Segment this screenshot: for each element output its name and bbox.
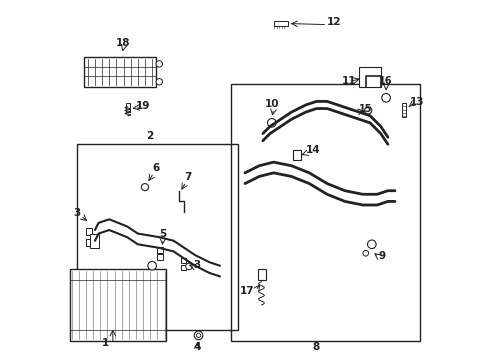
Text: 14: 14 [306,145,320,155]
Text: 16: 16 [379,76,393,86]
Bar [231,84,420,341]
Circle shape [368,240,376,249]
Text: 12: 12 [327,17,342,27]
Text: 13: 13 [409,97,424,107]
Bar [293,150,301,160]
Bar [157,254,163,260]
Circle shape [363,250,368,256]
Text: 10: 10 [265,99,279,109]
Text: 9: 9 [379,251,386,261]
Text: 18: 18 [116,38,131,48]
Circle shape [142,184,148,191]
Circle shape [156,61,163,67]
Bar [77,144,238,330]
Circle shape [382,94,391,102]
Text: 3: 3 [193,260,200,270]
Text: 17: 17 [240,286,255,296]
Bar [157,247,163,252]
Bar [86,239,93,246]
Bar [402,103,407,117]
Text: 1: 1 [102,338,109,348]
Text: 3: 3 [74,208,81,218]
Bar [181,265,186,270]
Bar [90,234,98,248]
Bar [181,257,186,263]
Text: 8: 8 [312,342,319,352]
Bar [70,269,167,341]
Bar [86,228,93,235]
Text: 19: 19 [136,100,150,111]
Circle shape [148,261,156,270]
Circle shape [365,107,372,114]
Circle shape [196,333,201,338]
Text: 7: 7 [184,172,192,182]
Text: 2: 2 [146,131,153,141]
Text: 11: 11 [342,76,356,86]
Text: 4: 4 [193,342,200,352]
Circle shape [268,118,276,127]
Bar [126,103,130,112]
Circle shape [194,331,203,340]
Text: 5: 5 [159,229,167,239]
Circle shape [156,78,163,85]
Bar [273,21,288,26]
Text: 15: 15 [359,104,373,114]
Bar [359,67,381,87]
Text: 6: 6 [152,163,159,173]
Bar [84,57,156,87]
Circle shape [186,263,192,270]
Bar [258,269,267,280]
